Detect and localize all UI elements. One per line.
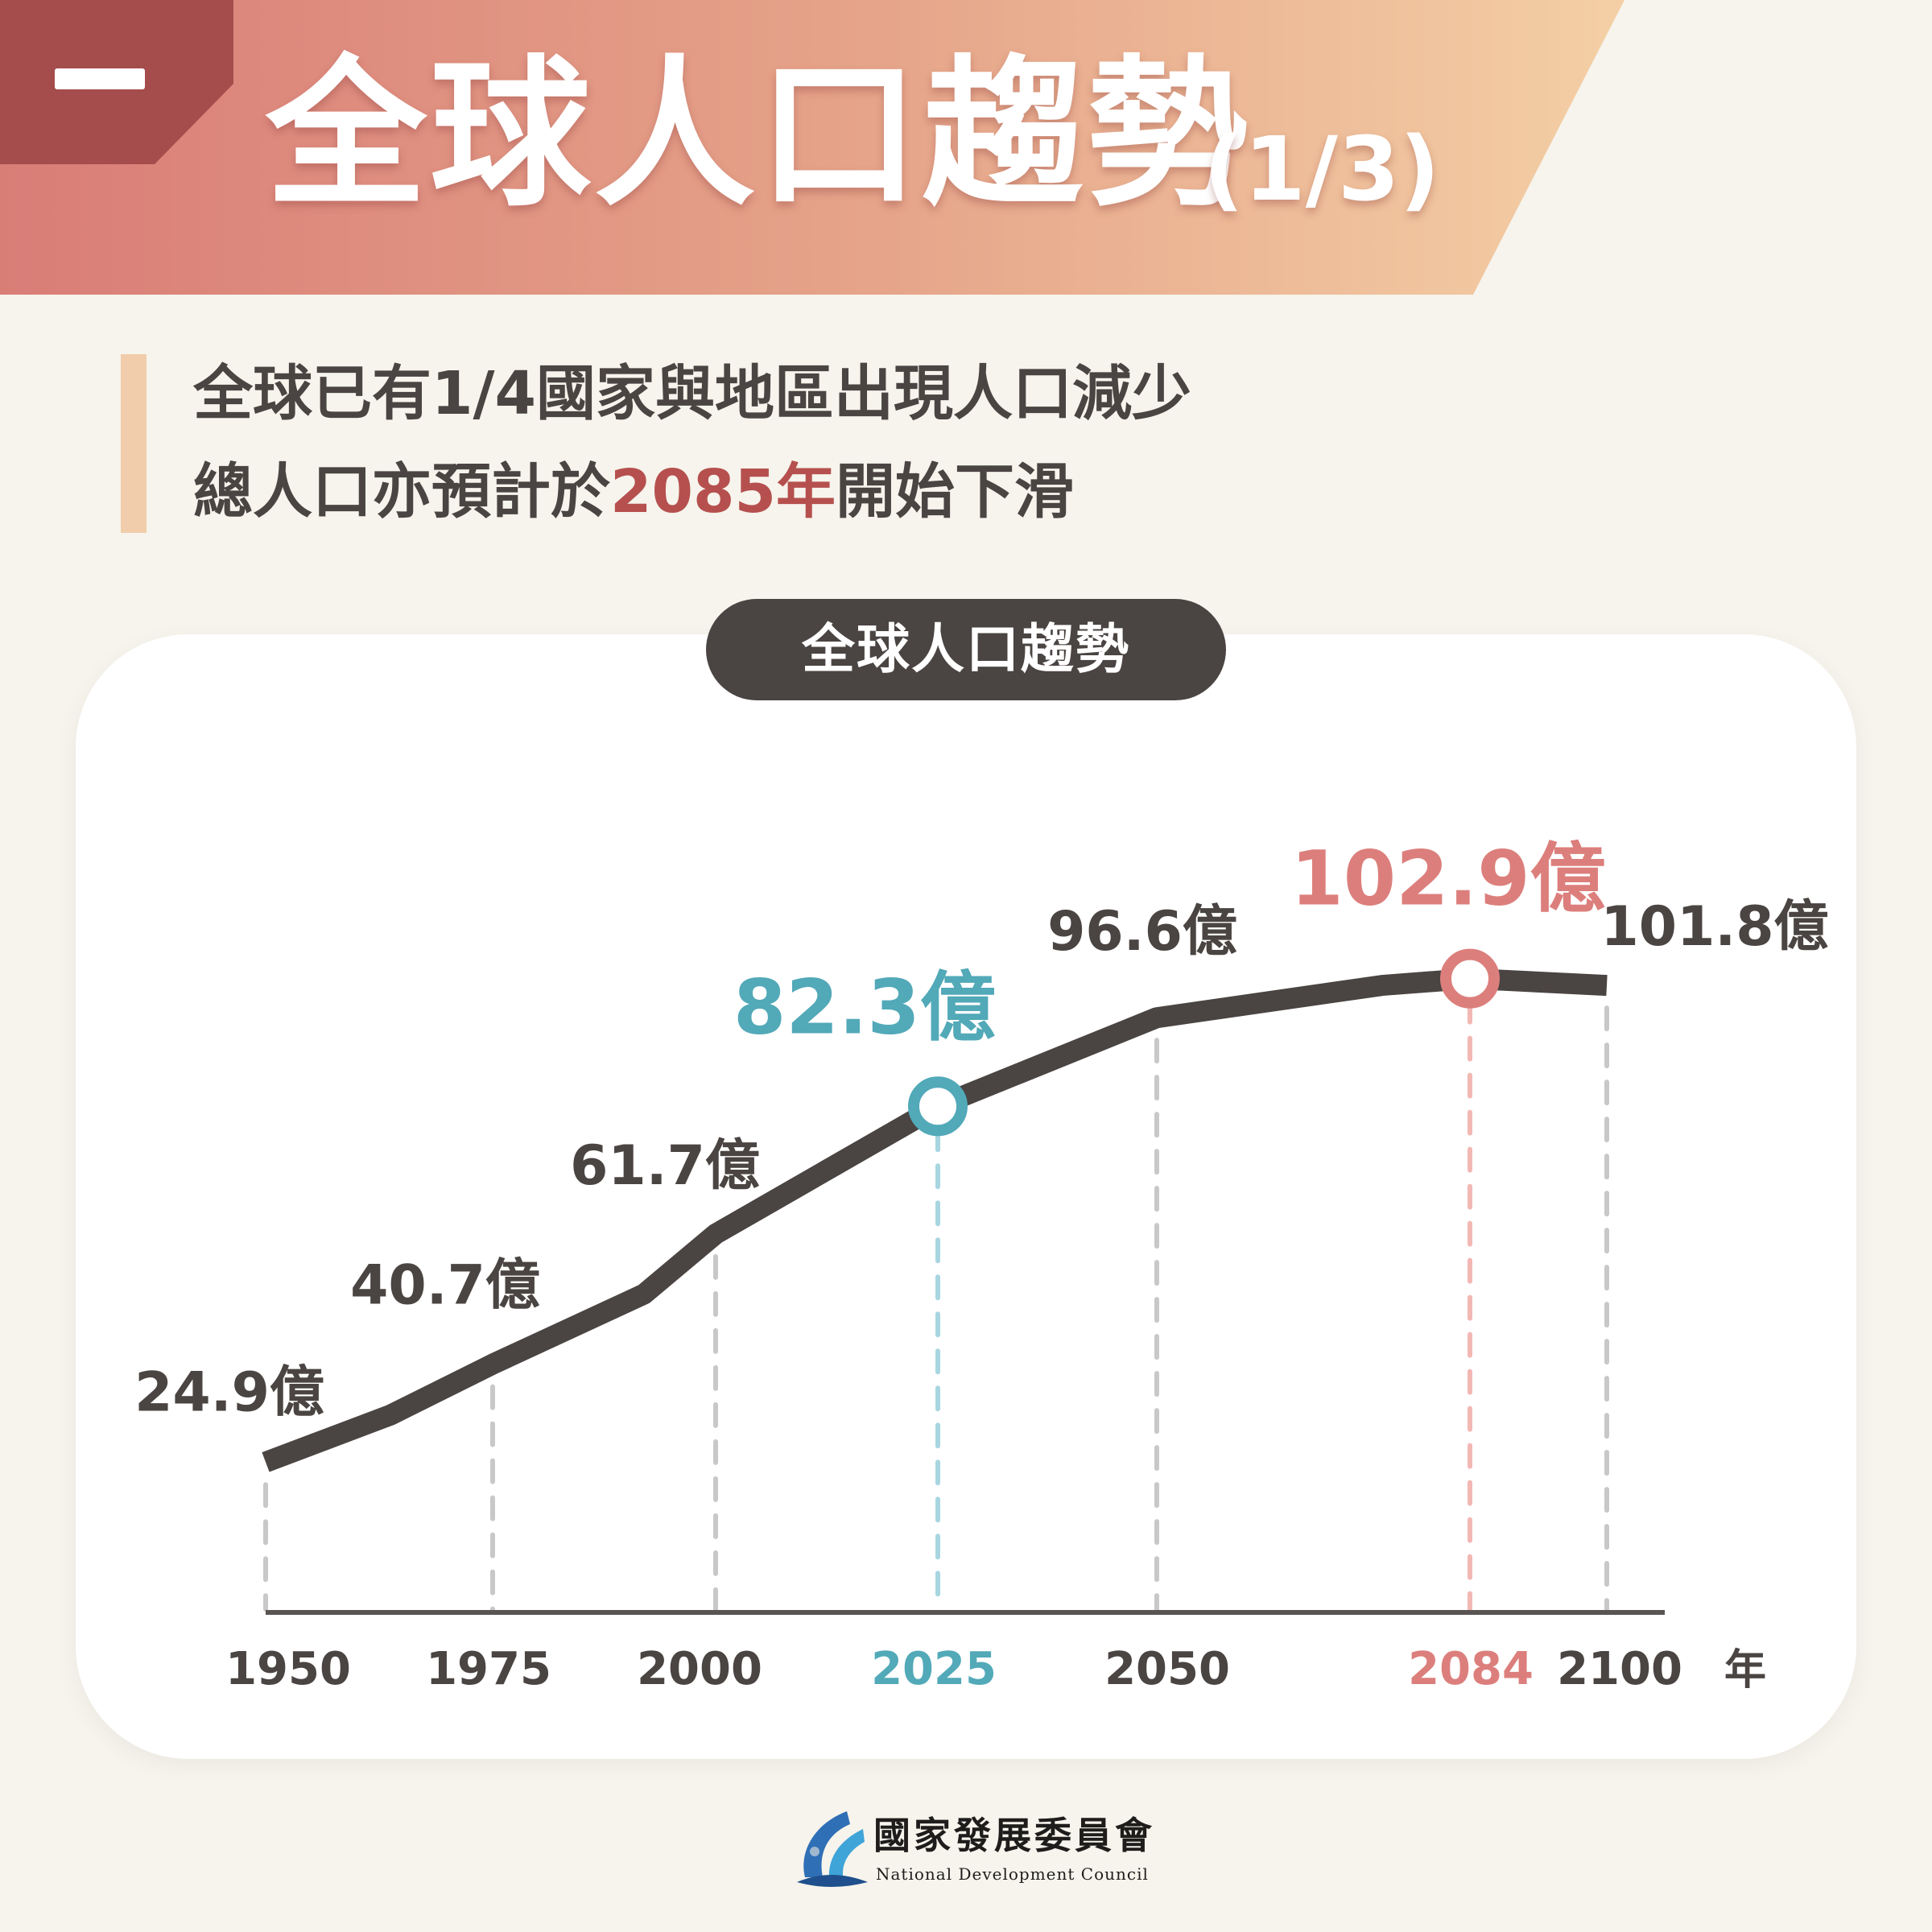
x-tick-label-2025: 2025 [871, 1643, 997, 1695]
ndc-logo-icon [797, 1811, 868, 1887]
data-label-2050: 96.6億 [1047, 900, 1237, 964]
data-point-2084 [1440, 948, 1500, 1009]
page-title: 全球人口趨勢 [266, 41, 1252, 229]
x-tick-label-2084: 2084 [1408, 1643, 1534, 1695]
data-point-2025 [908, 1076, 968, 1137]
subtitle-highlight-year: 2085年 [610, 457, 836, 526]
subtitle-accent-bar [121, 354, 147, 533]
x-tick-label-2050: 2050 [1104, 1643, 1230, 1695]
subtitle-line-2-prefix: 總人口亦預計於 [193, 457, 610, 526]
chart-title: 全球人口趨勢 [706, 599, 1226, 700]
x-tick-label-2100: 2100 [1557, 1643, 1682, 1695]
x-tick-label-1975: 1975 [426, 1643, 551, 1695]
x-axis-unit-label: 年 [1724, 1646, 1766, 1695]
footer: 國家發展委員會 National Development Council [0, 1803, 1932, 1900]
page-title-suffix: (1/3) [1203, 118, 1440, 221]
data-label-1975: 40.7億 [350, 1254, 540, 1318]
chart-card [76, 634, 1856, 1759]
population-series-line [262, 968, 1608, 1472]
org-name-zh: 國家發展委員會 [873, 1814, 1155, 1857]
subtitle-line-1: 全球已有1/4國家與地區出現人口減少 [193, 359, 1192, 428]
data-label-2084: 102.9億 [1290, 836, 1605, 923]
subtitle-line-2: 總人口亦預計於2085年開始下滑 [193, 462, 1074, 522]
data-label-2000: 61.7億 [570, 1134, 760, 1198]
data-label-1950: 24.9億 [134, 1360, 324, 1424]
header-banner: 全球人口趨勢 (1/3) [0, 0, 1932, 298]
subtitle-line-2-suffix: 開始下滑 [835, 457, 1074, 526]
x-tick-label-2000: 2000 [637, 1643, 762, 1695]
data-label-2100: 101.8億 [1600, 895, 1828, 959]
data-label-2025: 82.3億 [733, 964, 996, 1051]
org-name-en: National Development Council [876, 1864, 1149, 1884]
section-number-mark [55, 68, 145, 89]
x-tick-label-1950: 1950 [225, 1643, 351, 1695]
